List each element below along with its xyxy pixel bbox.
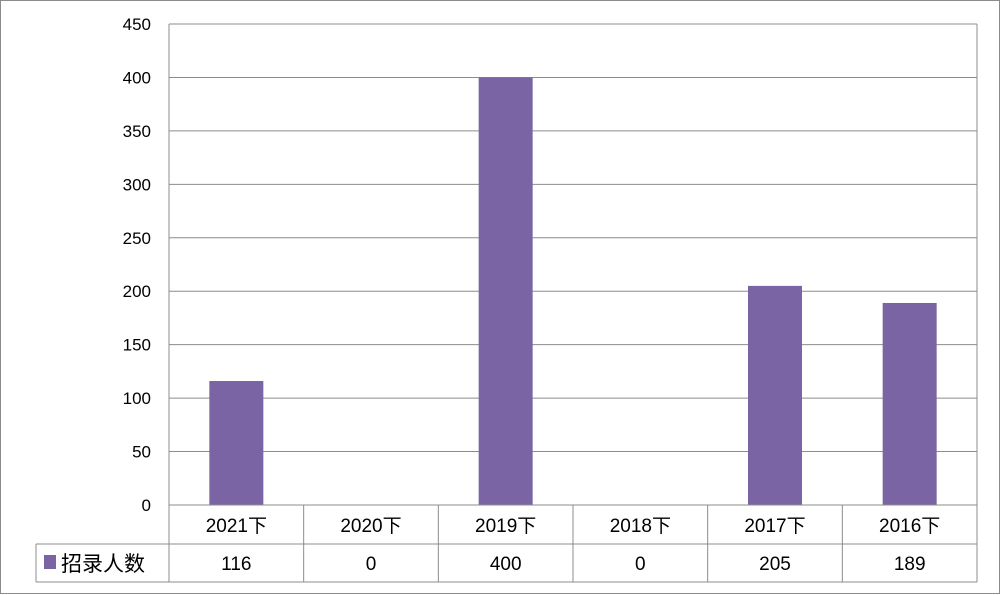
y-axis-tick-labels: 0 50 100 150 200 250 300 350 400 450 (123, 15, 151, 515)
y-tick-label-50: 50 (132, 443, 151, 462)
y-tick-label-0: 0 (142, 496, 151, 515)
data-value-2020下: 0 (366, 554, 377, 575)
bars (209, 77, 937, 505)
y-tick-label-400: 400 (123, 68, 151, 87)
data-value-2016下: 189 (894, 554, 926, 575)
x-tick-label-2016下: 2016下 (879, 516, 940, 537)
x-tick-label-2017下: 2017下 (744, 516, 805, 537)
x-tick-label-2021下: 2021下 (206, 516, 267, 537)
bar-2016下 (882, 302, 937, 505)
bar-2019下 (478, 77, 533, 505)
x-tick-label-2018下: 2018下 (610, 516, 671, 537)
y-tick-label-300: 300 (123, 175, 151, 194)
y-tick-label-350: 350 (123, 122, 151, 141)
y-tick-label-100: 100 (123, 389, 151, 408)
legend-label: 招录人数 (61, 553, 145, 576)
gridlines (168, 23, 978, 582)
y-tick-label-150: 150 (123, 336, 151, 355)
y-tick-label-250: 250 (123, 229, 151, 248)
data-value-2017下: 205 (759, 554, 791, 575)
legend-swatch (44, 555, 56, 569)
bar-2017下 (748, 285, 802, 505)
data-value-2019下: 400 (490, 554, 522, 575)
x-tick-label-2020下: 2020下 (340, 516, 401, 537)
data-value-2018下: 0 (635, 554, 646, 575)
y-tick-label-200: 200 (123, 282, 151, 301)
x-tick-label-2019下: 2019下 (475, 516, 536, 537)
y-tick-label-450: 450 (123, 15, 151, 34)
data-value-2021下: 116 (221, 554, 251, 575)
bar-2021下 (209, 381, 264, 505)
